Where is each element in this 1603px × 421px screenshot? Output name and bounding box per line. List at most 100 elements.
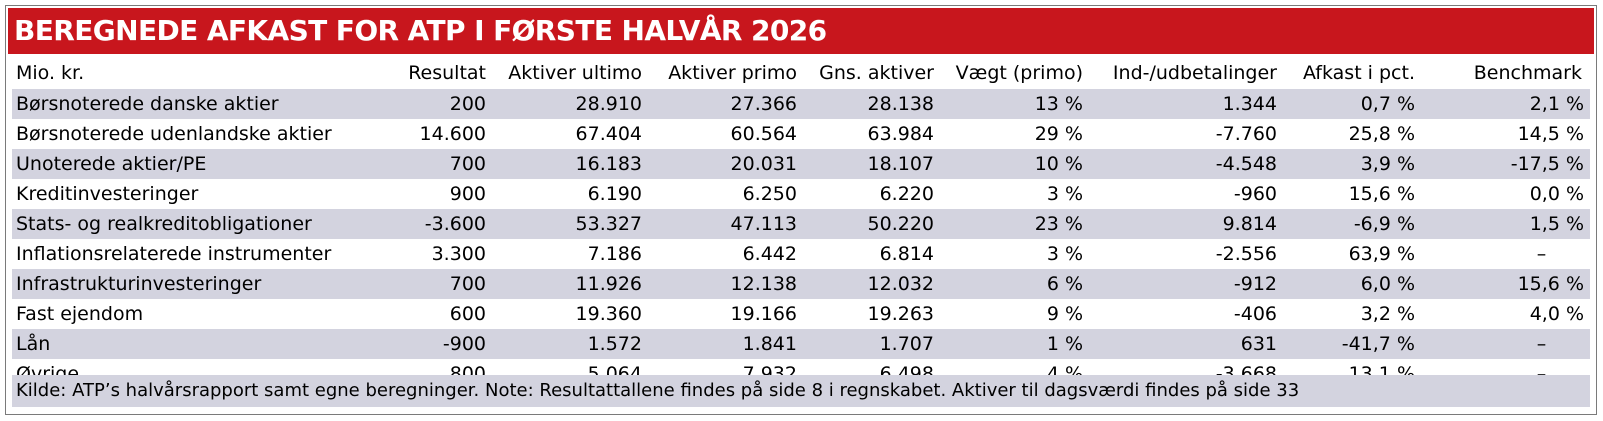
cell-resultat: 700 xyxy=(398,149,494,179)
row-label: Stats- og realkreditobligationer xyxy=(12,209,398,239)
cell-benchmark: 14,5 % xyxy=(1517,123,1584,145)
row-label: Kreditinvesteringer xyxy=(16,183,199,205)
table-header-row: Mio. kr. Resultat Aktiver ultimo Aktiver… xyxy=(12,57,1590,89)
cell-ind-udbetalinger: -406 xyxy=(1233,303,1277,325)
cell-gns-aktiver: 6.814 xyxy=(879,243,934,265)
row-label: Børsnoterede udenlandske aktier xyxy=(16,123,332,145)
table-row: Børsnoterede udenlandske aktier 14.600 6… xyxy=(12,119,1590,149)
cell-afkast: 3,9 % xyxy=(1285,149,1423,179)
cell-aktiver-primo: 6.442 xyxy=(742,243,797,265)
table-row: Unoterede aktier/PE 700 16.183 20.031 18… xyxy=(12,149,1590,179)
table-row: Stats- og realkreditobligationer -3.600 … xyxy=(12,209,1590,239)
cell-benchmark: 4,0 % xyxy=(1529,303,1584,325)
cell-vaegt: 29 % xyxy=(1034,123,1083,145)
cell-gns-aktiver: 18.107 xyxy=(805,149,942,179)
cell-aktiver-primo: 1.841 xyxy=(650,329,805,359)
cell-ind-udbetalinger: -4.548 xyxy=(1091,149,1285,179)
cell-benchmark: – xyxy=(1423,329,1590,359)
cell-aktiver-primo: 47.113 xyxy=(650,209,805,239)
cell-benchmark: 15,6 % xyxy=(1423,269,1590,299)
cell-aktiver-ultimo: 53.327 xyxy=(494,209,650,239)
cell-afkast: 63,9 % xyxy=(1348,243,1415,265)
cell-benchmark: 2,1 % xyxy=(1423,89,1590,119)
cell-resultat: 14.600 xyxy=(419,123,486,145)
cell-aktiver-ultimo: 7.186 xyxy=(587,243,642,265)
cell-aktiver-ultimo: 1.572 xyxy=(494,329,650,359)
header-resultat: Resultat xyxy=(408,62,486,84)
cell-afkast: 0,7 % xyxy=(1285,89,1423,119)
cell-vaegt: 3 % xyxy=(1046,183,1083,205)
header-aktiver-primo: Aktiver primo xyxy=(668,62,797,84)
cell-gns-aktiver: 1.707 xyxy=(805,329,942,359)
cell-ind-udbetalinger: -912 xyxy=(1091,269,1285,299)
cell-benchmark: – xyxy=(1536,243,1547,265)
table-row: Fast ejendom 600 19.360 19.166 19.263 9 … xyxy=(12,299,1590,329)
row-label: Børsnoterede danske aktier xyxy=(12,89,398,119)
header-label: Mio. kr. xyxy=(16,62,85,84)
header-aktiver-ultimo: Aktiver ultimo xyxy=(508,62,642,84)
cell-benchmark: -17,5 % xyxy=(1423,149,1590,179)
cell-vaegt: 23 % xyxy=(942,209,1091,239)
cell-ind-udbetalinger: -7.760 xyxy=(1215,123,1277,145)
table-row: Inflationsrelaterede instrumenter 3.300 … xyxy=(12,239,1590,269)
returns-table: Mio. kr. Resultat Aktiver ultimo Aktiver… xyxy=(12,57,1590,389)
cell-aktiver-ultimo: 28.910 xyxy=(494,89,650,119)
row-label: Unoterede aktier/PE xyxy=(12,149,398,179)
cell-aktiver-ultimo: 16.183 xyxy=(494,149,650,179)
cell-gns-aktiver: 19.263 xyxy=(867,303,934,325)
table-row: Børsnoterede danske aktier 200 28.910 27… xyxy=(12,89,1590,119)
cell-aktiver-primo: 60.564 xyxy=(730,123,797,145)
source-note: Kilde: ATP’s halvårsrapport samt egne be… xyxy=(12,375,1590,407)
cell-aktiver-ultimo: 6.190 xyxy=(587,183,642,205)
cell-resultat: 200 xyxy=(398,89,494,119)
cell-resultat: 900 xyxy=(449,183,486,205)
cell-vaegt: 3 % xyxy=(1046,243,1083,265)
row-label: Lån xyxy=(12,329,398,359)
table-figure: BEREGNEDE AFKAST FOR ATP I FØRSTE HALVÅR… xyxy=(5,5,1597,415)
cell-ind-udbetalinger: 9.814 xyxy=(1091,209,1285,239)
cell-afkast: 6,0 % xyxy=(1285,269,1423,299)
cell-gns-aktiver: 6.220 xyxy=(879,183,934,205)
table-row: Lån -900 1.572 1.841 1.707 1 % 631 -41,7… xyxy=(12,329,1590,359)
row-label: Infrastrukturinvesteringer xyxy=(12,269,398,299)
cell-resultat: -3.600 xyxy=(398,209,494,239)
header-vaegt: Vægt (primo) xyxy=(955,62,1083,84)
header-benchmark: Benchmark xyxy=(1473,62,1582,84)
table-row: Kreditinvesteringer 900 6.190 6.250 6.22… xyxy=(12,179,1590,209)
cell-gns-aktiver: 50.220 xyxy=(805,209,942,239)
cell-vaegt: 9 % xyxy=(1046,303,1083,325)
cell-vaegt: 10 % xyxy=(942,149,1091,179)
cell-benchmark: 1,5 % xyxy=(1423,209,1590,239)
cell-aktiver-primo: 6.250 xyxy=(742,183,797,205)
cell-aktiver-ultimo: 11.926 xyxy=(494,269,650,299)
header-afkast: Afkast i pct. xyxy=(1302,62,1415,84)
cell-aktiver-primo: 27.366 xyxy=(650,89,805,119)
cell-resultat: 3.300 xyxy=(431,243,486,265)
header-gns-aktiver: Gns. aktiver xyxy=(819,62,934,84)
cell-ind-udbetalinger: -960 xyxy=(1233,183,1277,205)
cell-gns-aktiver: 28.138 xyxy=(805,89,942,119)
cell-afkast: -6,9 % xyxy=(1285,209,1423,239)
cell-ind-udbetalinger: -2.556 xyxy=(1215,243,1277,265)
cell-aktiver-primo: 12.138 xyxy=(650,269,805,299)
cell-gns-aktiver: 63.984 xyxy=(867,123,934,145)
cell-aktiver-primo: 20.031 xyxy=(650,149,805,179)
figure-title: BEREGNEDE AFKAST FOR ATP I FØRSTE HALVÅR… xyxy=(8,8,1594,54)
cell-aktiver-primo: 19.166 xyxy=(730,303,797,325)
cell-vaegt: 1 % xyxy=(942,329,1091,359)
cell-ind-udbetalinger: 1.344 xyxy=(1091,89,1285,119)
cell-afkast: 3,2 % xyxy=(1360,303,1415,325)
cell-aktiver-ultimo: 19.360 xyxy=(575,303,642,325)
cell-vaegt: 13 % xyxy=(942,89,1091,119)
cell-resultat: 700 xyxy=(398,269,494,299)
cell-benchmark: 0,0 % xyxy=(1529,183,1584,205)
cell-afkast: 25,8 % xyxy=(1348,123,1415,145)
header-ind-udbetalinger: Ind-/udbetalinger xyxy=(1112,62,1277,84)
table-row: Infrastrukturinvesteringer 700 11.926 12… xyxy=(12,269,1590,299)
cell-resultat: -900 xyxy=(398,329,494,359)
row-label: Inflationsrelaterede instrumenter xyxy=(16,243,332,265)
cell-benchmark: – xyxy=(1536,363,1547,385)
cell-gns-aktiver: 12.032 xyxy=(805,269,942,299)
cell-afkast: -41,7 % xyxy=(1285,329,1423,359)
row-label: Fast ejendom xyxy=(16,303,144,325)
